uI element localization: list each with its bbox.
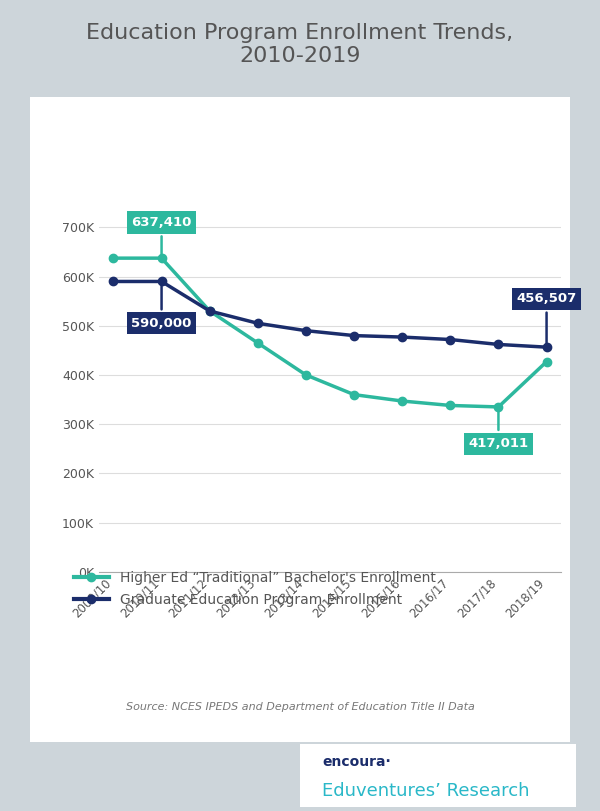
Text: 456,507: 456,507 [517,292,577,345]
Text: Eduventures’ Research: Eduventures’ Research [322,783,530,800]
Legend: Higher Ed “Traditional” Bachelor's Enrollment, Graduate Education Program Enroll: Higher Ed “Traditional” Bachelor's Enrol… [67,564,443,613]
Text: Source: NCES IPEDS and Department of Education Title II Data: Source: NCES IPEDS and Department of Edu… [125,702,475,712]
Text: encoura·: encoura· [322,755,391,769]
Text: 417,011: 417,011 [469,410,529,450]
Text: Education Program Enrollment Trends,
2010-2019: Education Program Enrollment Trends, 201… [86,23,514,67]
Text: 590,000: 590,000 [131,284,192,330]
Text: 637,410: 637,410 [131,216,192,255]
